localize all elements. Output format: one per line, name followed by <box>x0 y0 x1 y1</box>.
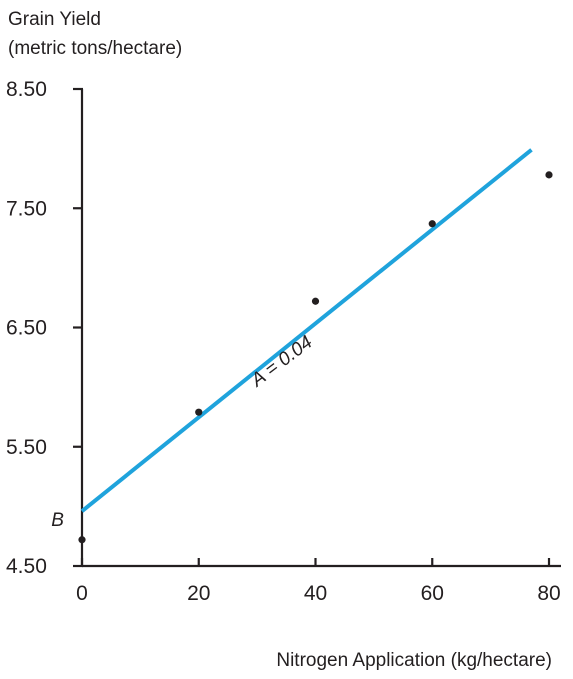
data-point <box>428 220 436 228</box>
data-points <box>78 171 553 544</box>
data-point <box>195 408 203 416</box>
regression-line <box>80 148 533 513</box>
y-ticks: 4.50 5.50 6.50 7.50 8.50 <box>6 78 83 578</box>
y-tick-label: 5.50 <box>6 436 47 459</box>
x-tick-label: 40 <box>304 582 327 605</box>
y-axis-title-line-1: Grain Yield <box>8 9 101 30</box>
intercept-annotation: B <box>51 510 64 531</box>
y-axis-title-line-2: (metric tons/hectare) <box>8 38 182 59</box>
data-point <box>311 297 320 305</box>
y-tick-label: 4.50 <box>6 555 47 578</box>
y-tick-label: 8.50 <box>6 78 47 101</box>
data-point <box>545 171 553 179</box>
x-tick-label: 20 <box>187 582 210 605</box>
y-tick-label: 7.50 <box>6 197 47 220</box>
data-point <box>78 536 86 544</box>
x-tick-label: 60 <box>421 582 444 605</box>
y-tick-label: 6.50 <box>6 317 47 340</box>
x-ticks: 0 20 40 60 80 <box>76 558 561 605</box>
x-tick-label: 0 <box>76 582 88 605</box>
x-tick-label: 80 <box>537 582 560 605</box>
x-axis-title: Nitrogen Application (kg/hectare) <box>276 650 552 671</box>
slope-annotation: A = 0.04 <box>247 332 317 392</box>
